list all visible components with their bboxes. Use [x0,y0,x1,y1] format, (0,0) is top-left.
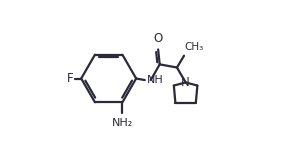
Text: NH₂: NH₂ [112,118,133,128]
Text: N: N [181,76,190,89]
Text: O: O [153,32,163,45]
Text: F: F [67,72,73,85]
Text: CH₃: CH₃ [185,42,204,52]
Text: NH: NH [147,75,164,85]
